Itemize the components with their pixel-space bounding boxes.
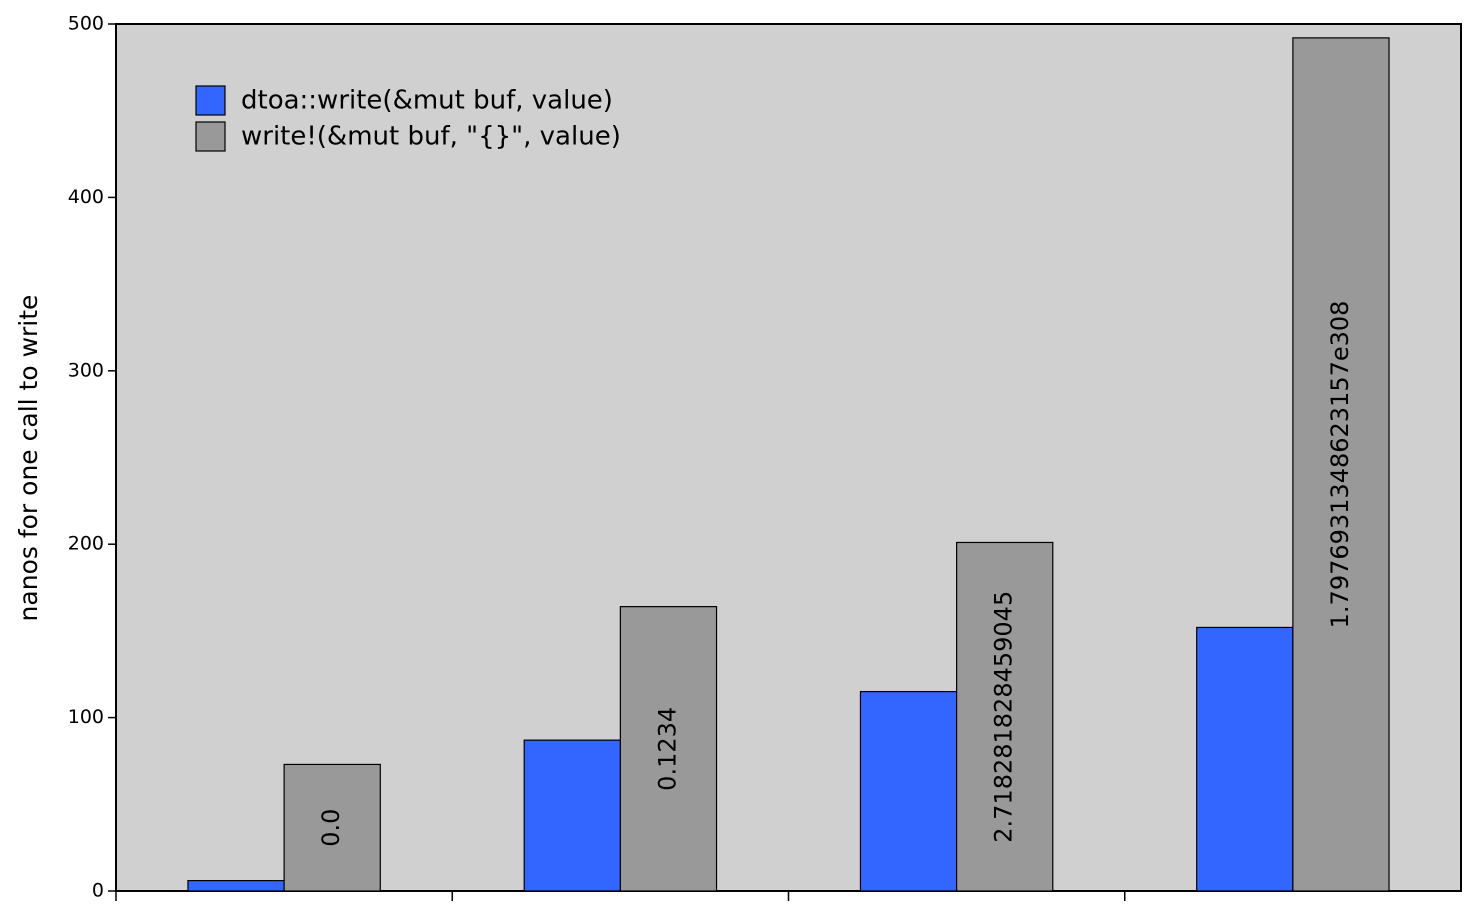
bar (283, 763, 381, 892)
legend-swatch (195, 85, 226, 116)
bar (523, 739, 621, 892)
legend-swatch (195, 121, 226, 152)
bar (956, 541, 1054, 892)
y-tick-label: 500 (68, 13, 104, 35)
y-tick-label: 400 (68, 186, 104, 208)
bar (1292, 37, 1390, 892)
category-label: 0.1234 (653, 707, 681, 791)
category-label: 1.7976931348623157e308 (1326, 301, 1354, 629)
legend-label: dtoa::write(&mut buf, value) (241, 86, 613, 116)
category-label: 0.0 (317, 809, 345, 847)
bar (187, 879, 285, 892)
y-tick-label: 300 (68, 359, 104, 381)
bar (619, 606, 718, 892)
y-tick-label: 0 (92, 880, 104, 902)
y-tick-label: 200 (68, 533, 104, 555)
legend-label: write!(&mut buf, "{}", value) (241, 122, 621, 152)
bar (859, 690, 958, 892)
bar (1196, 626, 1294, 892)
y-axis-label: nanos for one call to write (14, 295, 43, 622)
y-tick-label: 100 (68, 706, 104, 728)
category-label: 2.718281828459045 (990, 591, 1018, 843)
